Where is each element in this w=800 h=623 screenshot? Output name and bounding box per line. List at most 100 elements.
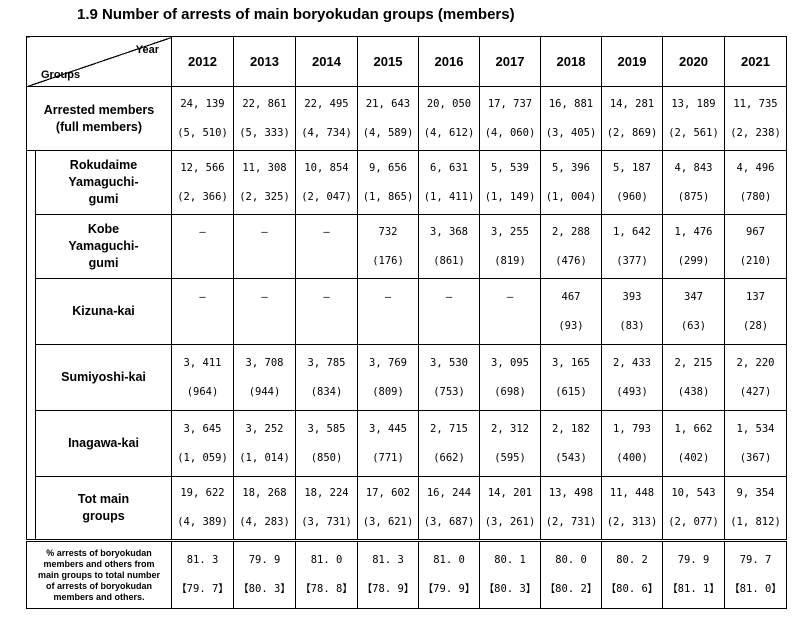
- cell-value: 2, 182: [552, 422, 590, 435]
- value-cell: 22, 861 (5, 333): [233, 86, 296, 151]
- cell-value: 2, 220: [736, 356, 775, 369]
- cell-value: 1, 662: [674, 422, 713, 435]
- cell-subvalue: (28): [742, 319, 769, 332]
- cell-subvalue: (2, 325): [239, 190, 290, 203]
- cell-value: 4, 496: [736, 161, 775, 174]
- cell-spacer: [726, 568, 786, 582]
- cell-subvalue: (2, 238): [730, 126, 781, 139]
- cell-value: 347: [684, 290, 703, 303]
- percentage-prev-value: 【78. 9】: [361, 583, 415, 595]
- cell-spacer: [297, 240, 357, 254]
- cell-value: 9, 656: [369, 161, 407, 174]
- cell-value: 3, 095: [491, 356, 529, 369]
- cell-value: —: [323, 225, 330, 238]
- percentage-row-label: % arrests of boryokudan members and othe…: [26, 539, 172, 609]
- cell-value: 3, 165: [552, 356, 590, 369]
- value-cell: 17, 737 (4, 060): [479, 86, 541, 151]
- row-label: Kizuna-kai: [35, 278, 172, 345]
- cell-value: 137: [746, 290, 765, 303]
- cell-spacer: [173, 371, 233, 385]
- value-cell: 3, 165 (615): [540, 344, 602, 411]
- cell-subvalue: (1, 149): [484, 190, 536, 203]
- indent-cell: [26, 344, 36, 411]
- cell-spacer: [664, 437, 724, 451]
- cell-spacer: [726, 240, 786, 254]
- value-cell: 732 (176): [357, 214, 419, 279]
- indent-cell: [26, 150, 36, 215]
- cell-value: 2, 215: [674, 356, 713, 369]
- cell-value: 1, 534: [736, 422, 775, 435]
- cell-spacer: [173, 305, 233, 319]
- groups-header-label: Groups: [41, 69, 81, 81]
- value-cell: 10, 854 (2, 047): [295, 150, 358, 215]
- cell-value: 3, 530: [430, 356, 468, 369]
- cell-spacer: [542, 112, 601, 126]
- cell-spacer: [481, 568, 540, 582]
- cell-value: 9, 354: [736, 487, 775, 499]
- percentage-cell: 80. 1 【80. 3】: [479, 539, 541, 609]
- cell-value: 21, 643: [365, 97, 411, 110]
- percentage-value: 79. 9: [248, 554, 281, 566]
- value-cell: 24, 139 (5, 510): [171, 86, 234, 151]
- value-cell: —: [233, 214, 296, 279]
- cell-spacer: [420, 305, 479, 319]
- value-cell: 10, 543 (2, 077): [662, 476, 725, 541]
- cell-spacer: [420, 501, 479, 515]
- cell-subvalue: (438): [677, 385, 710, 398]
- table-row: Inagawa-kai 3, 645 (1, 059) 3, 252 (1, 014) 3…: [26, 410, 787, 477]
- cell-value: 20, 050: [426, 97, 472, 110]
- value-cell: 2, 182 (543): [540, 410, 602, 477]
- cell-value: 22, 861: [242, 97, 287, 110]
- percentage-prev-value: 【79. 9】: [422, 583, 476, 595]
- cell-value: 732: [378, 225, 398, 238]
- cell-value: 22, 495: [304, 97, 349, 110]
- value-cell: 6, 631 (1, 411): [418, 150, 480, 215]
- table-row: Arrested members (full members) 24, 139 (5…: [26, 86, 787, 151]
- cell-value: 3, 252: [245, 422, 284, 435]
- cell-spacer: [542, 305, 601, 319]
- percentage-value: 80. 1: [494, 554, 526, 566]
- cell-subvalue: (595): [494, 451, 526, 464]
- value-cell: —: [171, 214, 234, 279]
- cell-subvalue: (861): [433, 254, 465, 267]
- cell-spacer: [173, 240, 233, 254]
- indent-cell: [26, 278, 36, 345]
- value-cell: 3, 785 (834): [295, 344, 358, 411]
- cell-subvalue: (1, 411): [423, 190, 475, 203]
- year-header: 2021: [724, 36, 787, 87]
- cell-spacer: [235, 112, 295, 126]
- cell-value: 18, 224: [304, 487, 349, 499]
- cell-spacer: [297, 501, 357, 515]
- cell-spacer: [420, 371, 479, 385]
- cell-spacer: [542, 176, 601, 190]
- cell-spacer: [726, 437, 786, 451]
- cell-subvalue: (4, 612): [423, 126, 475, 139]
- year-header: 2014: [295, 36, 358, 87]
- percentage-value: 80. 0: [555, 554, 587, 566]
- cell-subvalue: (2, 869): [606, 126, 658, 139]
- cell-value: 2, 312: [491, 422, 529, 435]
- percentage-cell: 79. 9 【80. 3】: [233, 539, 296, 609]
- value-cell: 3, 645 (1, 059): [171, 410, 234, 477]
- cell-subvalue: (4, 389): [177, 516, 228, 528]
- cell-spacer: [235, 501, 295, 515]
- cell-subvalue: [420, 319, 479, 334]
- cell-spacer: [235, 568, 295, 582]
- cell-spacer: [481, 305, 540, 319]
- percentage-prev-value: 【80. 2】: [544, 583, 598, 595]
- cell-spacer: [603, 305, 662, 319]
- cell-spacer: [603, 501, 662, 515]
- cell-value: 467: [561, 290, 581, 303]
- cell-value: —: [384, 290, 392, 303]
- cell-spacer: [481, 501, 540, 515]
- cell-spacer: [297, 305, 357, 319]
- cell-value: 1, 793: [613, 422, 651, 435]
- percentage-value: 79. 9: [677, 554, 710, 566]
- cell-subvalue: [173, 254, 233, 269]
- cell-value: 1, 476: [674, 225, 713, 238]
- cell-spacer: [542, 568, 601, 582]
- cell-spacer: [359, 112, 418, 126]
- cell-subvalue: (944): [248, 385, 281, 398]
- cell-spacer: [664, 501, 724, 515]
- cell-value: 3, 368: [430, 225, 468, 238]
